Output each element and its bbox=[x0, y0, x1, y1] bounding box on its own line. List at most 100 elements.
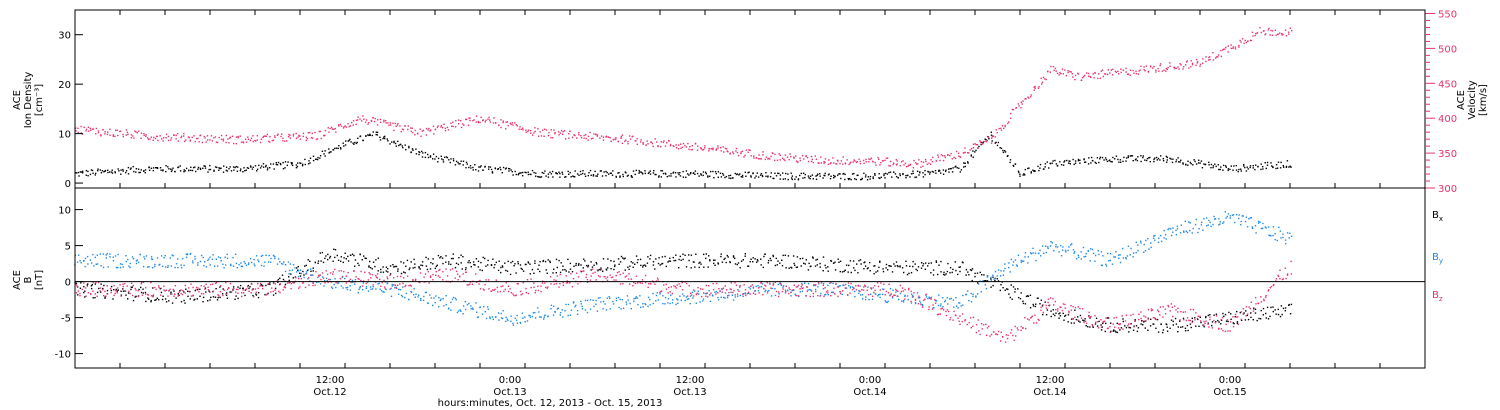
bx-point bbox=[210, 296, 212, 299]
density-point bbox=[404, 144, 406, 146]
bx-point bbox=[477, 260, 480, 263]
bz-point bbox=[843, 284, 845, 286]
density-point bbox=[569, 171, 571, 174]
bx-point bbox=[533, 272, 535, 274]
velocity-point bbox=[564, 130, 566, 132]
density-point bbox=[219, 167, 221, 170]
bx-point bbox=[375, 259, 377, 261]
density-point bbox=[1039, 163, 1042, 166]
density-point bbox=[1235, 169, 1238, 171]
density-point bbox=[1144, 159, 1146, 161]
bz-point bbox=[120, 295, 122, 297]
velocity-point bbox=[302, 132, 305, 135]
bx-point bbox=[485, 265, 487, 267]
bz-point bbox=[622, 283, 624, 285]
by-point bbox=[1272, 226, 1275, 228]
density-point bbox=[849, 177, 851, 180]
by-point bbox=[152, 267, 154, 269]
velocity-point bbox=[214, 136, 217, 138]
by-point bbox=[1176, 228, 1179, 230]
velocity-point bbox=[130, 137, 133, 139]
by-point bbox=[1114, 256, 1116, 258]
bz-point bbox=[525, 291, 527, 294]
bx-point bbox=[299, 272, 301, 274]
velocity-point bbox=[899, 164, 901, 167]
bz-point bbox=[809, 295, 811, 298]
by-point bbox=[1267, 226, 1270, 228]
bz-point bbox=[616, 271, 619, 274]
density-point bbox=[1125, 160, 1127, 162]
bz-point bbox=[475, 273, 477, 275]
velocity-point bbox=[972, 143, 975, 145]
by-point bbox=[399, 289, 402, 291]
bx-point bbox=[640, 264, 642, 267]
density-point bbox=[556, 173, 558, 175]
velocity-point bbox=[990, 142, 993, 144]
velocity-point bbox=[1291, 30, 1293, 32]
bz-point bbox=[302, 281, 304, 283]
by-point bbox=[543, 318, 545, 320]
bz-point bbox=[751, 284, 754, 286]
bx-point bbox=[344, 252, 346, 254]
bz-point bbox=[729, 288, 731, 290]
bz-point bbox=[797, 295, 799, 297]
density-point bbox=[654, 173, 656, 176]
bz-point bbox=[1037, 318, 1039, 321]
by-point bbox=[615, 297, 618, 299]
velocity-point bbox=[677, 148, 680, 150]
bz-point bbox=[279, 291, 281, 294]
bx-point bbox=[583, 258, 585, 260]
bz-point bbox=[870, 287, 873, 290]
bx-point bbox=[242, 287, 244, 290]
density-point bbox=[886, 173, 889, 175]
bx-point bbox=[1162, 331, 1164, 334]
density-point bbox=[948, 168, 950, 170]
by-point bbox=[717, 296, 719, 299]
by-point bbox=[892, 289, 894, 292]
bx-point bbox=[490, 264, 493, 266]
by-point bbox=[521, 312, 524, 314]
density-point bbox=[914, 176, 916, 179]
bz-point bbox=[86, 285, 89, 287]
velocity-point bbox=[708, 150, 710, 152]
bx-point bbox=[337, 259, 340, 261]
velocity-point bbox=[425, 134, 428, 136]
velocity-point bbox=[393, 129, 395, 132]
bz-point bbox=[822, 284, 824, 286]
bz-point bbox=[572, 278, 575, 280]
bx-point bbox=[930, 262, 932, 264]
bz-point bbox=[555, 279, 557, 282]
bx-point bbox=[385, 266, 388, 268]
density-point bbox=[349, 138, 351, 141]
bz-point bbox=[901, 287, 904, 289]
bx-point bbox=[425, 256, 427, 259]
density-point bbox=[367, 134, 369, 136]
bz-point bbox=[1279, 278, 1281, 280]
velocity-point bbox=[768, 157, 770, 160]
by-point bbox=[994, 270, 997, 273]
bz-point bbox=[606, 276, 609, 278]
density-point bbox=[596, 175, 598, 177]
bx-point bbox=[429, 268, 432, 270]
by-point bbox=[852, 286, 854, 288]
bx-point bbox=[816, 264, 818, 266]
bx-point bbox=[342, 261, 344, 264]
density-point bbox=[1229, 168, 1231, 171]
bx-point bbox=[914, 263, 916, 265]
by-point bbox=[476, 316, 479, 318]
by-point bbox=[1261, 227, 1264, 229]
bz-point bbox=[184, 284, 187, 287]
density-point bbox=[1002, 149, 1004, 152]
bz-point bbox=[619, 273, 621, 276]
density-point bbox=[790, 172, 792, 174]
by-point bbox=[468, 302, 470, 305]
by-point bbox=[390, 295, 393, 297]
bz-point bbox=[365, 282, 367, 285]
density-point bbox=[972, 156, 974, 158]
bz-point bbox=[744, 289, 747, 291]
bz-point bbox=[1068, 312, 1070, 314]
by-point bbox=[136, 259, 138, 261]
density-point bbox=[600, 170, 602, 172]
bz-point bbox=[128, 290, 130, 292]
by-point bbox=[112, 260, 115, 262]
